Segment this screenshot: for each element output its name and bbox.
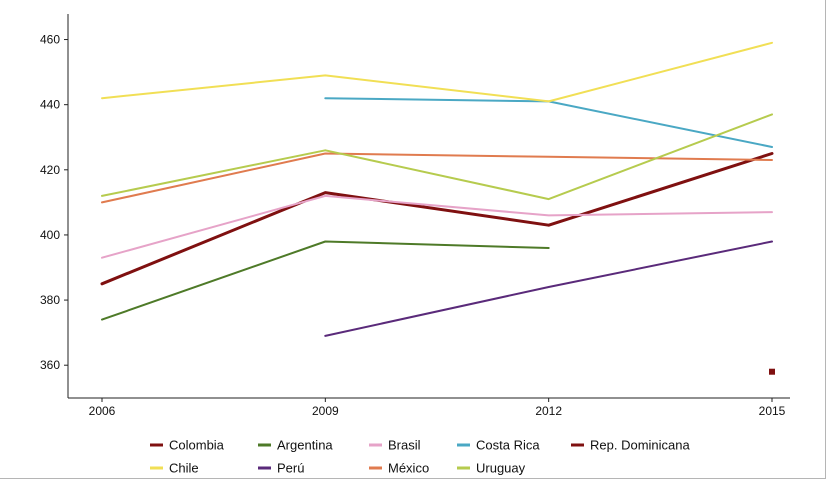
series-colombia <box>100 152 774 286</box>
x-tick-label: 2012 <box>535 404 562 418</box>
series-line-peru <box>324 240 773 337</box>
x-tick-label: 2006 <box>89 404 116 418</box>
series-peru <box>324 240 773 337</box>
plot-area <box>100 41 775 375</box>
legend-item-chile: Chile <box>150 461 199 476</box>
data-point-rep-dominicana <box>769 368 775 375</box>
legend-label: Brasil <box>388 438 421 453</box>
x-tick-label: 2009 <box>312 404 339 418</box>
y-tick-label: 420 <box>40 163 60 177</box>
series-chile <box>101 41 773 103</box>
legend-label: Colombia <box>169 438 225 453</box>
legend-label: Chile <box>169 461 199 476</box>
series-rep-dominicana <box>769 368 775 375</box>
legend-label: Uruguay <box>476 461 526 476</box>
legend: Colombia Argentina Brasil Costa Rica Rep. Do… <box>150 438 690 476</box>
series-brasil <box>101 194 773 259</box>
legend-item-mexico: México <box>369 461 429 476</box>
series-line-colombia <box>100 152 774 286</box>
legend-item-rep-dominicana: Rep. Dominicana <box>571 438 690 453</box>
axes: 360 380 400 420 440 460 2006 2009 2012 2015 <box>40 14 790 418</box>
legend-item-costa-rica: Costa Rica <box>457 438 540 453</box>
legend-item-peru: Perú <box>258 461 304 476</box>
y-tick-label: 440 <box>40 98 60 112</box>
series-line-brasil <box>101 194 773 259</box>
series-argentina <box>101 240 550 321</box>
legend-item-colombia: Colombia <box>150 438 225 453</box>
y-tick-label: 380 <box>40 293 60 307</box>
legend-label: Costa Rica <box>476 438 540 453</box>
legend-label: Argentina <box>277 438 333 453</box>
y-tick-label: 400 <box>40 228 60 242</box>
series-line-chile <box>101 41 773 103</box>
series-line-mexico <box>101 152 773 204</box>
legend-label: México <box>388 461 429 476</box>
y-tick-label: 460 <box>40 33 60 47</box>
series-line-uruguay <box>101 113 773 201</box>
series-mexico <box>101 152 773 204</box>
legend-item-brasil: Brasil <box>369 438 421 453</box>
legend-label: Perú <box>277 461 304 476</box>
x-tick-label: 2015 <box>759 404 786 418</box>
legend-item-argentina: Argentina <box>258 438 333 453</box>
legend-item-uruguay: Uruguay <box>457 461 526 476</box>
legend-label: Rep. Dominicana <box>590 438 690 453</box>
series-line-argentina <box>101 240 550 321</box>
series-uruguay <box>101 113 773 201</box>
y-tick-label: 360 <box>40 358 60 372</box>
